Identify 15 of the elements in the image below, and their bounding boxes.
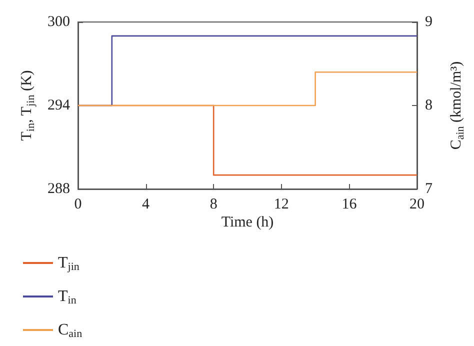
x-tick-label: 4 — [142, 196, 150, 212]
y-axis-title: Tin, Tjin (K) — [19, 70, 38, 141]
y-tick-label: 294 — [48, 98, 70, 114]
x-tick-label: 20 — [410, 196, 424, 212]
y2-tick-label: 9 — [425, 14, 432, 30]
y2-axis-title: Cain (kmol/m³) — [448, 61, 466, 150]
y2-tick-label: 8 — [425, 98, 432, 114]
x-tick-label: 8 — [210, 196, 218, 212]
x-tick-label: 16 — [342, 196, 358, 212]
x-tick-label: 12 — [274, 196, 289, 212]
y2-tick-label: 7 — [425, 181, 433, 197]
y-tick-label: 288 — [48, 181, 70, 197]
x-tick-label: 0 — [74, 196, 82, 212]
x-axis-title: Time (h) — [221, 214, 274, 230]
y-tick-label: 300 — [48, 14, 70, 30]
